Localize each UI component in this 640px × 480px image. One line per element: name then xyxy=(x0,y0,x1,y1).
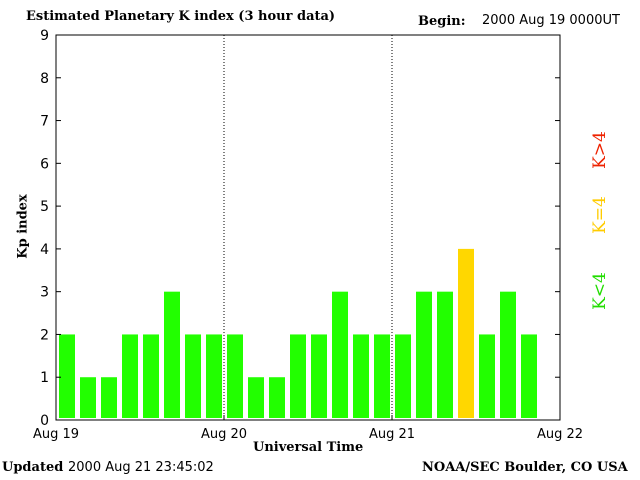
y-tick-label-8: 8 xyxy=(40,71,49,87)
bar-7 xyxy=(206,334,222,418)
bar-4 xyxy=(143,334,159,418)
chart-bars xyxy=(59,248,537,418)
x-axis-label: Universal Time xyxy=(253,440,364,455)
bar-6 xyxy=(185,334,201,418)
bar-20 xyxy=(479,334,495,418)
bar-5 xyxy=(164,291,180,418)
x-axis-ticks: Aug 19 Aug 20 Aug 21 Aug 22 xyxy=(33,415,583,442)
bar-14 xyxy=(353,334,369,418)
begin-label: Begin: xyxy=(418,14,466,29)
bar-0 xyxy=(59,334,75,418)
bar-17 xyxy=(416,291,432,418)
y-tick-label-9: 9 xyxy=(40,28,49,44)
y-tick-label-0: 0 xyxy=(40,413,49,429)
x-tick-label-3: Aug 22 xyxy=(537,427,583,442)
y-axis-label: Kp index xyxy=(15,194,31,259)
bar-12 xyxy=(311,334,327,418)
bar-16 xyxy=(395,334,411,418)
x-tick-label-1: Aug 20 xyxy=(201,427,247,442)
bar-11 xyxy=(290,334,306,418)
y-tick-label-2: 2 xyxy=(40,327,49,343)
bar-1 xyxy=(80,377,96,418)
bar-8 xyxy=(227,334,243,418)
x-tick-label-2: Aug 21 xyxy=(369,427,415,442)
x-tick-label-0: Aug 19 xyxy=(33,427,79,442)
plot-frame xyxy=(55,34,561,421)
y-tick-label-1: 1 xyxy=(40,370,49,386)
y-tick-label-6: 6 xyxy=(40,156,49,172)
bar-2 xyxy=(101,377,117,418)
y-tick-label-5: 5 xyxy=(40,199,49,215)
legend-k-equal-4: K=4 xyxy=(590,196,610,234)
bar-18 xyxy=(437,291,453,418)
y-axis-ticks: 0 1 2 3 4 5 6 7 8 9 xyxy=(40,28,560,429)
bar-21 xyxy=(500,291,516,418)
bar-9 xyxy=(248,377,264,418)
y-tick-label-4: 4 xyxy=(40,242,49,258)
bar-13 xyxy=(332,291,348,418)
credit-text: NOAA/SEC Boulder, CO USA xyxy=(422,460,628,475)
y-tick-label-3: 3 xyxy=(40,285,49,301)
updated-label: Updated xyxy=(2,460,64,475)
bar-19 xyxy=(458,248,474,418)
begin-value: 2000 Aug 19 0000UT xyxy=(482,13,620,28)
chart-title: Estimated Planetary K index (3 hour data… xyxy=(26,9,336,24)
bar-15 xyxy=(374,334,390,418)
bar-22 xyxy=(521,334,537,418)
legend-k-below-4: K<4 xyxy=(590,272,610,310)
bar-10 xyxy=(269,377,285,418)
updated-value: 2000 Aug 21 23:45:02 xyxy=(68,460,214,475)
y-tick-label-7: 7 xyxy=(40,114,49,130)
bar-3 xyxy=(122,334,138,418)
chart-grid xyxy=(223,35,393,420)
